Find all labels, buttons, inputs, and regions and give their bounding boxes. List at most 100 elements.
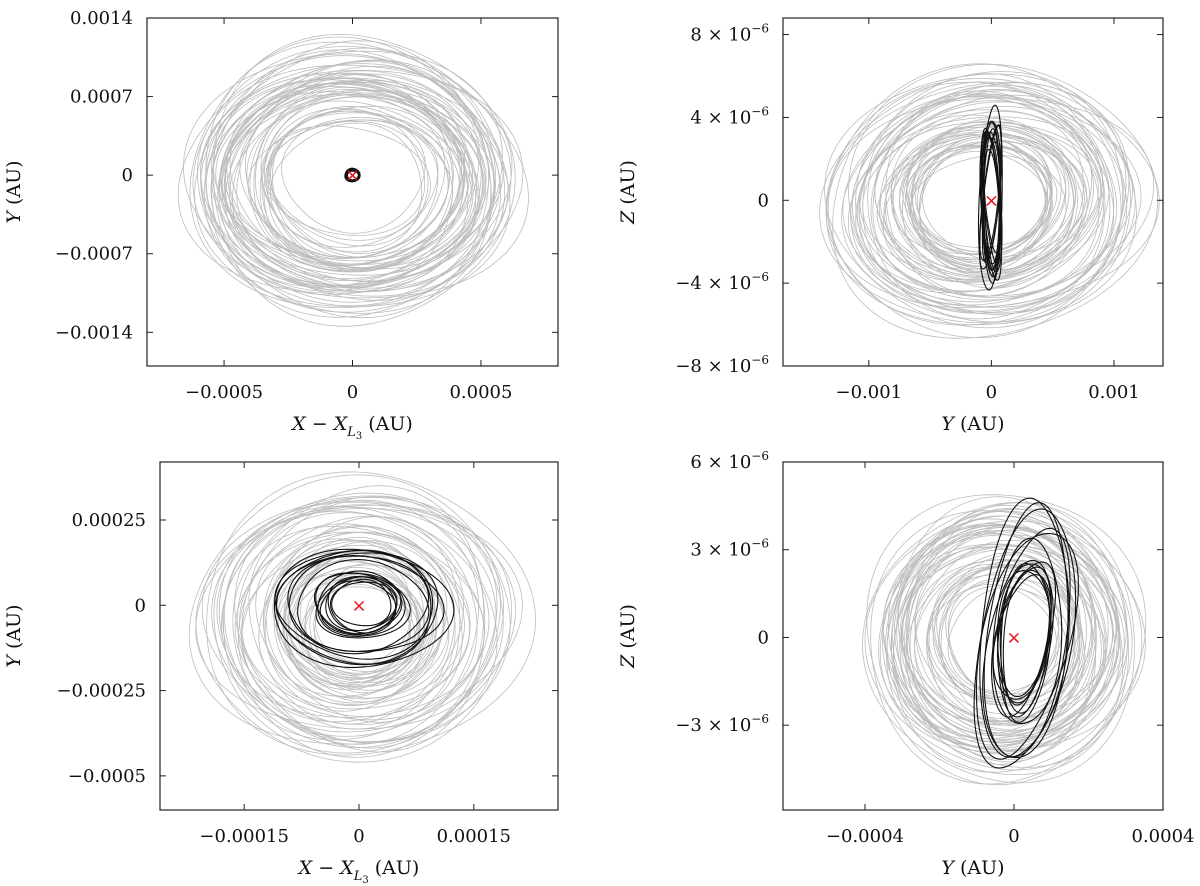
y-tick-label: 3 × 10−6 [690,537,769,561]
orbit-trace-grey [239,92,461,271]
x-tick-label: 0 [986,382,997,403]
orbit-trace-grey [908,146,1047,273]
orbit-trace-grey [264,525,465,706]
orbit-trace-black [319,576,397,636]
x-tick-label: −0.0004 [826,826,904,847]
orbit-trace-grey [902,120,1090,281]
orbit-trace-grey [241,539,456,718]
series-black [273,548,455,668]
y-tick-label: −0.0007 [55,244,133,265]
orbit-trace-grey [234,496,498,749]
orbit-trace-black [983,502,1069,759]
orbit-trace-grey [229,73,486,270]
orbit-trace-black [973,508,1077,769]
orbit-trace-grey [203,40,492,314]
orbit-trace-grey [260,93,465,269]
y-tick-label: 0 [135,595,146,616]
l3-marker: × [1006,627,1021,648]
orbit-trace-grey [255,531,448,707]
y-tick-label: 0.00025 [72,510,146,531]
orbit-trace-grey [213,34,516,327]
orbit-trace-grey [247,119,439,259]
orbit-trace-grey [268,112,451,258]
orbit-trace-grey [926,554,1076,725]
orbit-trace-grey [293,564,435,694]
orbit-trace-grey [919,145,1067,267]
orbit-trace-grey [232,81,480,289]
series-grey [177,34,529,327]
x-tick-label: 0.0004 [1132,826,1195,847]
y-tick-label: −3 × 10−6 [675,712,769,736]
orbit-trace-grey [289,574,416,679]
orbit-trace-grey [213,501,517,754]
series-black [973,497,1079,769]
orbit-trace-grey [885,90,1105,298]
orbit-trace-grey [911,144,1052,256]
orbit-trace-grey [229,91,474,272]
x-tick-label: −0.001 [835,382,902,403]
x-tick-label: −0.0005 [185,382,263,403]
panel-top-left: × −0.0005 0 0.0005 0.0014 0.0007 0 −0.0007 −0.00… [3,8,559,442]
orbit-trace-grey [882,520,1117,761]
y-axis-label: Y (AU) [3,160,25,223]
series-grey [188,471,537,763]
y-axis-label: Y (AU) [3,604,25,667]
l3-marker: × [345,165,360,186]
orbit-trace-grey [932,559,1083,700]
orbit-trace-grey [867,95,1125,320]
x-axis-label: X − XL3 (AU) [297,857,420,886]
orbit-trace-grey [819,71,1123,324]
orbit-trace-grey [223,80,454,288]
orbit-trace-grey [901,548,1087,734]
orbit-trace-grey [878,515,1121,751]
orbit-trace-black [273,548,455,668]
orbit-trace-black [981,122,1002,278]
orbit-trace-grey [882,502,1130,768]
orbit-trace-grey [221,510,485,718]
y-axis-label: Z (AU) [617,160,639,225]
orbit-trace-black [331,578,392,627]
orbit-trace-grey [245,94,465,266]
y-tick-label: 6 × 10−6 [690,449,769,473]
orbit-trace-grey [891,525,1097,763]
orbit-trace-grey [885,515,1115,740]
orbit-trace-black [996,566,1052,704]
orbit-trace-grey [864,508,1129,771]
y-tick-label: 0 [122,165,133,186]
orbit-trace-grey [284,573,421,691]
orbit-trace-grey [928,579,1060,704]
orbit-trace-grey [200,47,506,297]
plot-frame [782,17,1164,367]
orbit-trace-black [982,527,1071,758]
orbit-trace-grey [919,151,1049,261]
orbit-trace-grey [237,499,498,743]
orbit-trace-grey [890,133,1088,274]
orbit-trace-grey [825,77,1160,309]
orbit-trace-grey [908,145,1052,267]
orbit-trace-black [981,141,1002,264]
orbit-trace-grey [183,50,503,307]
orbit-trace-grey [211,60,495,291]
orbit-trace-black [992,537,1063,725]
series-black [977,104,1003,291]
orbit-trace-grey [848,81,1133,306]
x-axis-label: X − XL3 (AU) [290,413,413,442]
orbit-trace-grey [824,73,1127,329]
x-tick-label: 0 [347,382,358,403]
orbit-trace-grey [896,524,1121,754]
orbit-trace-grey [205,59,497,293]
orbit-trace-grey [220,78,464,262]
orbit-trace-grey [886,518,1108,742]
orbit-trace-grey [273,561,449,704]
plot-area [862,494,1147,786]
orbit-trace-grey [945,564,1071,706]
series-black [344,167,361,183]
orbit-trace-grey [265,108,426,236]
orbit-trace-grey [916,136,1053,248]
orbit-trace-grey [192,46,529,299]
orbit-trace-grey [891,496,1133,773]
orbit-trace-grey [220,59,492,301]
x-tick-label: 0 [1008,826,1019,847]
plot-area [177,34,529,327]
